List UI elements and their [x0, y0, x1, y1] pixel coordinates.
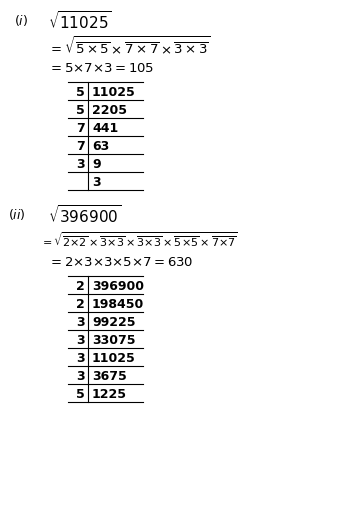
Text: 2: 2 [76, 280, 85, 293]
Text: $= 2{\times}3{\times}3{\times}5{\times}7 = 630$: $= 2{\times}3{\times}3{\times}5{\times}7… [48, 255, 193, 268]
Text: 33075: 33075 [92, 334, 135, 347]
Text: 3: 3 [77, 352, 85, 365]
Text: 99225: 99225 [92, 316, 135, 329]
Text: 3: 3 [77, 370, 85, 383]
Text: $\sqrt{396900}$: $\sqrt{396900}$ [48, 204, 121, 226]
Text: 2205: 2205 [92, 104, 127, 117]
Text: $= \sqrt{\overline{2{\times}2} \times \overline{3{\times}3} \times \overline{3{\: $= \sqrt{\overline{2{\times}2} \times \o… [40, 231, 238, 249]
Text: 3: 3 [92, 176, 101, 189]
Text: 5: 5 [76, 388, 85, 401]
Text: 5: 5 [76, 87, 85, 99]
Text: $= \sqrt{\overline{5 \times 5} \times \overline{7 \times 7} \times \overline{3 \: $= \sqrt{\overline{5 \times 5} \times \o… [48, 35, 211, 57]
Text: 5: 5 [76, 104, 85, 117]
Text: 11025: 11025 [92, 352, 136, 365]
Text: 63: 63 [92, 140, 109, 153]
Text: $(ii)$: $(ii)$ [8, 208, 26, 223]
Text: $(i)$: $(i)$ [14, 13, 28, 28]
Text: 2: 2 [76, 298, 85, 311]
Text: 198450: 198450 [92, 298, 144, 311]
Text: 1225: 1225 [92, 388, 127, 401]
Text: 3: 3 [77, 334, 85, 347]
Text: 7: 7 [76, 122, 85, 135]
Text: 11025: 11025 [92, 87, 136, 99]
Text: 9: 9 [92, 159, 101, 171]
Text: 441: 441 [92, 122, 118, 135]
Text: 3675: 3675 [92, 370, 127, 383]
Text: 3: 3 [77, 159, 85, 171]
Text: $\sqrt{11025}$: $\sqrt{11025}$ [48, 10, 112, 32]
Text: 396900: 396900 [92, 280, 144, 293]
Text: 3: 3 [77, 316, 85, 329]
Text: 7: 7 [76, 140, 85, 153]
Text: $= 5{\times}7{\times}3 = 105$: $= 5{\times}7{\times}3 = 105$ [48, 62, 154, 75]
